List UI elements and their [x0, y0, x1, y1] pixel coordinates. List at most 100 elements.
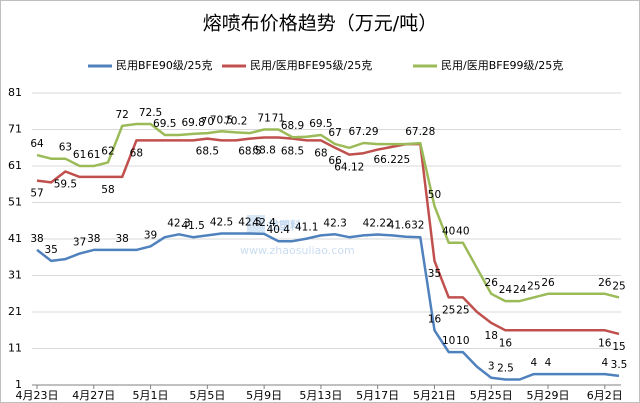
- watermark-text: 找塑料: [268, 218, 301, 232]
- data-label: 67.28: [405, 126, 435, 138]
- watermark-icon: [247, 215, 265, 235]
- data-label: 2.5: [497, 363, 514, 375]
- data-label: 38: [30, 233, 43, 245]
- data-label: 69.5: [309, 118, 332, 130]
- x-tick-label: 5月29日: [527, 389, 570, 402]
- data-label: 68.5: [281, 146, 304, 158]
- y-tick-label: 81: [8, 86, 22, 99]
- watermark: 找塑料 www.zhaosuliao.com: [240, 215, 355, 257]
- data-label: 26: [598, 277, 612, 289]
- x-tick-label: 4月27日: [72, 389, 115, 402]
- data-label: 4: [530, 357, 537, 369]
- data-label: 4: [601, 357, 608, 369]
- data-label: 35: [428, 268, 441, 280]
- data-label: 64: [30, 138, 44, 150]
- data-label: 24: [513, 284, 527, 296]
- data-label: 57: [30, 188, 43, 200]
- y-tick-label: 71: [8, 123, 22, 136]
- x-tick-label: 4月23日: [16, 389, 59, 402]
- y-tick-label: 1: [15, 378, 22, 391]
- x-tick-label: 5月17日: [356, 389, 399, 402]
- legend-label: 民用/医用BFE99级/25克: [441, 59, 563, 72]
- y-tick-label: 41: [8, 232, 22, 245]
- data-label: 68.5: [196, 146, 219, 158]
- legend-label: 民用/医用BFE95级/25克: [250, 59, 372, 72]
- x-tick-label: 5月21日: [413, 389, 456, 402]
- data-label: 25: [527, 280, 540, 292]
- series-line: [36, 122, 620, 303]
- y-tick-label: 61: [8, 159, 22, 172]
- data-label: 59.5: [54, 178, 77, 190]
- data-label: 39: [144, 229, 157, 241]
- data-label: 42.22: [363, 218, 393, 230]
- data-label: 69.8: [181, 117, 204, 129]
- data-label: 41.5: [181, 220, 204, 232]
- data-label: 62: [101, 145, 114, 157]
- data-label: 16: [428, 313, 442, 325]
- data-label: 26: [485, 277, 499, 289]
- x-tick-label: 5月25日: [470, 389, 513, 402]
- data-label: 42.5: [210, 217, 233, 229]
- data-label: 16: [499, 337, 513, 349]
- data-label: 68: [130, 147, 143, 159]
- data-label: 18: [485, 330, 498, 342]
- data-label: 10: [442, 335, 455, 347]
- data-label: 64.12: [334, 162, 364, 174]
- data-label: 38: [115, 233, 128, 245]
- x-tick-label: 5月5日: [189, 389, 225, 402]
- data-label: 68: [314, 147, 327, 159]
- data-label: 35: [45, 244, 58, 256]
- legend-label: 民用BFE90级/25克: [116, 59, 213, 72]
- data-label: 16: [598, 337, 612, 349]
- data-label: 66: [328, 155, 342, 167]
- data-label: 25: [456, 304, 469, 316]
- watermark-url: www.zhaosuliao.com: [240, 244, 355, 257]
- data-label: 67.29: [348, 126, 378, 138]
- data-label: 61: [87, 149, 100, 161]
- data-label: 40: [456, 226, 469, 238]
- data-label: 71: [272, 113, 285, 125]
- data-label: 40.4: [267, 224, 291, 236]
- data-label: 41.1: [295, 222, 318, 234]
- data-label: 42.5: [238, 217, 261, 229]
- data-label: 15: [612, 341, 625, 353]
- data-label: 41.632: [388, 220, 425, 232]
- data-label: 50: [428, 189, 441, 201]
- x-tick-label: 5月1日: [133, 389, 169, 402]
- data-label: 25: [442, 304, 455, 316]
- data-label: 68.5: [238, 146, 261, 158]
- data-label: 24: [499, 284, 513, 296]
- data-label: 72: [115, 109, 128, 121]
- data-label: 70: [201, 116, 214, 128]
- data-label: 42.3: [323, 217, 346, 229]
- data-label: 68.9: [281, 120, 304, 132]
- data-label: 69.5: [153, 118, 176, 130]
- data-label: 3: [488, 361, 495, 373]
- x-tick-label: 5月13日: [299, 389, 342, 402]
- data-label: 68.8: [252, 145, 275, 157]
- series-line: [36, 232, 620, 381]
- data-label: 42.4: [252, 217, 276, 229]
- data-label: 3.5: [611, 359, 628, 371]
- data-label: 63: [59, 142, 72, 154]
- data-label: 72.5: [139, 107, 162, 119]
- y-tick-label: 11: [8, 342, 22, 355]
- data-label: 10: [456, 335, 469, 347]
- data-label: 40: [442, 226, 455, 238]
- data-label: 70.5: [210, 114, 233, 126]
- data-label: 42.3: [167, 217, 190, 229]
- data-label: 26: [541, 277, 555, 289]
- y-tick-label: 21: [8, 305, 22, 318]
- data-label: 25: [612, 280, 625, 292]
- y-tick-label: 51: [8, 196, 22, 209]
- data-label: 58: [101, 184, 114, 196]
- data-label: 61: [73, 149, 86, 161]
- chart-title: 熔喷布价格趋势（万元/吨）: [203, 13, 437, 35]
- y-tick-label: 31: [8, 269, 22, 282]
- data-label: 70.2: [224, 115, 247, 127]
- series-line: [36, 136, 620, 336]
- x-tick-label: 6月2日: [587, 389, 623, 402]
- x-tick-label: 5月9日: [246, 389, 282, 402]
- data-label: 67: [328, 127, 341, 139]
